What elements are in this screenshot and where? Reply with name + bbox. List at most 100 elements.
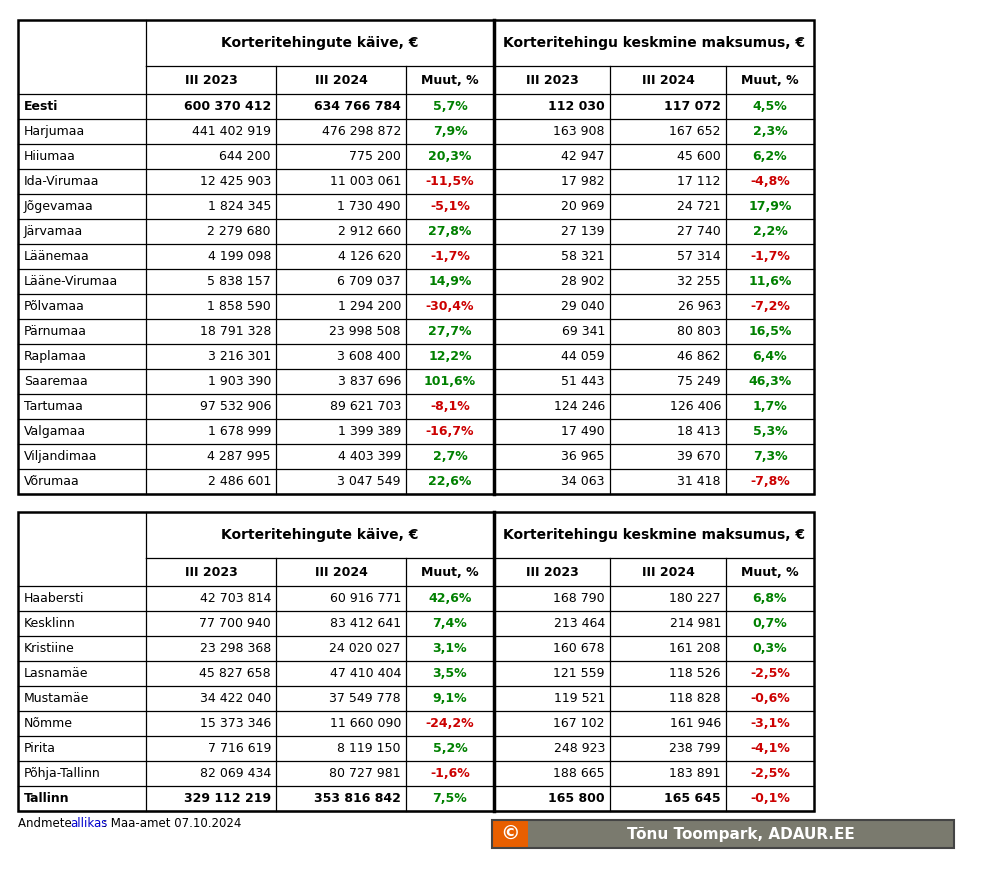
Text: 1 399 389: 1 399 389 xyxy=(338,425,401,438)
Text: Järvamaa: Järvamaa xyxy=(24,225,83,238)
Text: 34 063: 34 063 xyxy=(562,475,605,488)
Text: Kristiine: Kristiine xyxy=(24,642,75,655)
Text: 6 709 037: 6 709 037 xyxy=(338,275,401,288)
Text: : Maa-amet 07.10.2024: : Maa-amet 07.10.2024 xyxy=(103,817,242,830)
Text: Võrumaa: Võrumaa xyxy=(24,475,80,488)
Text: Eesti: Eesti xyxy=(24,100,58,113)
Text: Hiiumaa: Hiiumaa xyxy=(24,150,76,163)
Text: Põhja-Tallinn: Põhja-Tallinn xyxy=(24,767,101,780)
Text: Pärnumaa: Pärnumaa xyxy=(24,325,87,338)
Text: 89 621 703: 89 621 703 xyxy=(330,400,401,413)
Text: 58 321: 58 321 xyxy=(562,250,605,263)
Text: 27 740: 27 740 xyxy=(678,225,721,238)
Bar xyxy=(528,820,954,848)
Text: 1 824 345: 1 824 345 xyxy=(207,200,271,213)
Text: 16,5%: 16,5% xyxy=(748,325,791,338)
Text: 80 803: 80 803 xyxy=(678,325,721,338)
Text: 1 678 999: 1 678 999 xyxy=(207,425,271,438)
Text: -11,5%: -11,5% xyxy=(425,175,474,188)
Text: 3,5%: 3,5% xyxy=(433,667,467,680)
Text: III 2024: III 2024 xyxy=(314,565,367,578)
Text: 3 837 696: 3 837 696 xyxy=(338,375,401,388)
Text: Lasnamäe: Lasnamäe xyxy=(24,667,88,680)
Text: 15 373 346: 15 373 346 xyxy=(199,717,271,730)
Text: -5,1%: -5,1% xyxy=(430,200,470,213)
Text: Jõgevamaa: Jõgevamaa xyxy=(24,200,93,213)
Text: -2,5%: -2,5% xyxy=(750,767,790,780)
Text: 47 410 404: 47 410 404 xyxy=(330,667,401,680)
Text: -7,8%: -7,8% xyxy=(750,475,790,488)
Text: 476 298 872: 476 298 872 xyxy=(322,125,401,138)
Text: Korteritehingute käive, €: Korteritehingute käive, € xyxy=(221,528,418,542)
Text: 4 403 399: 4 403 399 xyxy=(338,450,401,463)
Text: 183 891: 183 891 xyxy=(670,767,721,780)
Text: 51 443: 51 443 xyxy=(562,375,605,388)
Text: 11,6%: 11,6% xyxy=(748,275,791,288)
Text: Nõmme: Nõmme xyxy=(24,717,73,730)
Text: -30,4%: -30,4% xyxy=(426,300,474,313)
Text: 167 102: 167 102 xyxy=(554,717,605,730)
Text: Andmete: Andmete xyxy=(18,817,76,830)
Text: 37 549 778: 37 549 778 xyxy=(329,692,401,705)
Text: Põlvamaa: Põlvamaa xyxy=(24,300,84,313)
Text: ©: © xyxy=(500,824,519,844)
Text: -16,7%: -16,7% xyxy=(426,425,474,438)
Text: 75 249: 75 249 xyxy=(678,375,721,388)
Text: 3 047 549: 3 047 549 xyxy=(338,475,401,488)
Text: 57 314: 57 314 xyxy=(678,250,721,263)
Text: 60 916 771: 60 916 771 xyxy=(330,592,401,605)
Text: 6,2%: 6,2% xyxy=(752,150,788,163)
Text: 11 003 061: 11 003 061 xyxy=(330,175,401,188)
Text: -4,8%: -4,8% xyxy=(750,175,790,188)
Text: 24 721: 24 721 xyxy=(678,200,721,213)
Text: Muut, %: Muut, % xyxy=(421,565,479,578)
Text: Mustamäe: Mustamäe xyxy=(24,692,89,705)
Text: 161 208: 161 208 xyxy=(670,642,721,655)
Text: 69 341: 69 341 xyxy=(562,325,605,338)
Text: 18 791 328: 18 791 328 xyxy=(199,325,271,338)
Text: III 2024: III 2024 xyxy=(641,565,694,578)
Text: 124 246: 124 246 xyxy=(554,400,605,413)
Text: 97 532 906: 97 532 906 xyxy=(199,400,271,413)
Text: 2 279 680: 2 279 680 xyxy=(207,225,271,238)
Text: 121 559: 121 559 xyxy=(554,667,605,680)
Text: 112 030: 112 030 xyxy=(548,100,605,113)
Text: 4,5%: 4,5% xyxy=(752,100,788,113)
Text: 7,4%: 7,4% xyxy=(433,617,467,630)
Text: 353 816 842: 353 816 842 xyxy=(314,792,401,805)
Bar xyxy=(492,820,954,848)
Text: 17 982: 17 982 xyxy=(562,175,605,188)
Text: 214 981: 214 981 xyxy=(670,617,721,630)
Text: 27,8%: 27,8% xyxy=(428,225,471,238)
Bar xyxy=(492,820,528,848)
Text: 180 227: 180 227 xyxy=(670,592,721,605)
Text: Muut, %: Muut, % xyxy=(741,74,798,87)
Text: 39 670: 39 670 xyxy=(678,450,721,463)
Text: Kesklinn: Kesklinn xyxy=(24,617,76,630)
Text: 17 490: 17 490 xyxy=(562,425,605,438)
Text: 8 119 150: 8 119 150 xyxy=(338,742,401,755)
Text: 118 828: 118 828 xyxy=(670,692,721,705)
Text: 20,3%: 20,3% xyxy=(428,150,471,163)
Text: 17 112: 17 112 xyxy=(678,175,721,188)
Text: Tallinn: Tallinn xyxy=(24,792,70,805)
Text: 167 652: 167 652 xyxy=(670,125,721,138)
Text: Haabersti: Haabersti xyxy=(24,592,84,605)
Text: Pirita: Pirita xyxy=(24,742,56,755)
Text: 2 486 601: 2 486 601 xyxy=(207,475,271,488)
Bar xyxy=(18,512,814,811)
Text: 82 069 434: 82 069 434 xyxy=(199,767,271,780)
Text: 80 727 981: 80 727 981 xyxy=(329,767,401,780)
Text: 42,6%: 42,6% xyxy=(428,592,471,605)
Text: 9,1%: 9,1% xyxy=(433,692,467,705)
Text: -8,1%: -8,1% xyxy=(430,400,469,413)
Text: 6,8%: 6,8% xyxy=(753,592,788,605)
Text: Korteritehingu keskmine maksumus, €: Korteritehingu keskmine maksumus, € xyxy=(503,36,805,50)
Text: 28 902: 28 902 xyxy=(562,275,605,288)
Text: 188 665: 188 665 xyxy=(554,767,605,780)
Text: 213 464: 213 464 xyxy=(554,617,605,630)
Text: 165 800: 165 800 xyxy=(548,792,605,805)
Text: 24 020 027: 24 020 027 xyxy=(330,642,401,655)
Text: 117 072: 117 072 xyxy=(664,100,721,113)
Text: 2 912 660: 2 912 660 xyxy=(338,225,401,238)
